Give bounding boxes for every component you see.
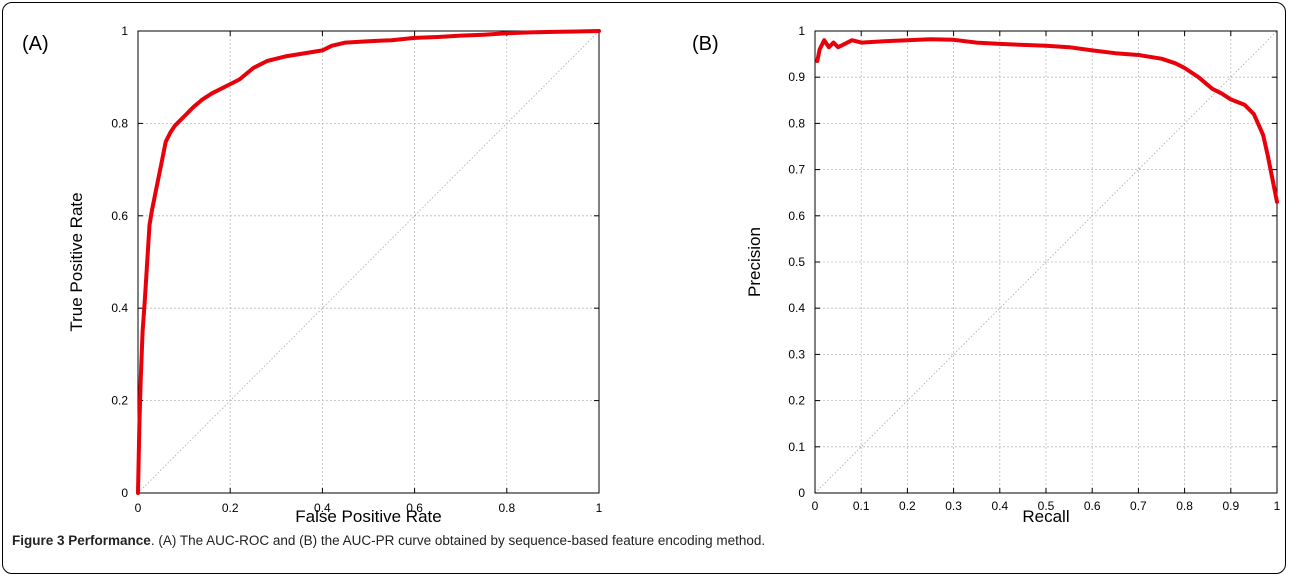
y-tick-label: 0.2 <box>111 394 128 408</box>
x-tick-label: 0.8 <box>498 501 515 515</box>
y-tick-label: 0.6 <box>788 209 805 223</box>
panel-label: (B) <box>692 33 719 55</box>
y-tick-label: 0.5 <box>788 255 805 269</box>
y-tick-label: 0.4 <box>111 301 128 315</box>
x-tick-label: 0.2 <box>222 501 239 515</box>
y-tick-label: 0.2 <box>788 394 805 408</box>
plot-frame <box>137 30 600 494</box>
series-line <box>136 29 601 495</box>
x-tick-label: 0.6 <box>1084 499 1101 513</box>
x-tick-label: 0.2 <box>899 499 916 513</box>
x-tick-label: 0.1 <box>853 499 870 513</box>
x-tick-label: 0.8 <box>1176 499 1193 513</box>
roc-chart: 0 0.2 0.4 0.6 0.8 1 0 0.2 0.4 0.6 0.8 1 False Positi… <box>22 24 603 526</box>
caption-text: . (A) The AUC-ROC and (B) the AUC-PR cur… <box>150 533 766 548</box>
y-tick-label: 0.4 <box>788 301 805 315</box>
y-tick-label: 0.3 <box>788 347 805 361</box>
y-tick-label: 1 <box>798 24 805 38</box>
x-tick-label: 1 <box>1274 499 1281 513</box>
y-tick-label: 1 <box>121 24 128 38</box>
figure-caption: Figure 3 Performance. (A) The AUC-ROC an… <box>12 533 1280 548</box>
x-axis-label: Recall <box>1022 507 1069 526</box>
y-tick-label: 0 <box>121 486 128 500</box>
y-tick-label: 0 <box>798 486 805 500</box>
panel-label: (A) <box>22 33 49 55</box>
y-tick-label: 0.8 <box>111 116 128 130</box>
y-tick-label: 0.8 <box>788 116 805 130</box>
x-tick-label: 0.7 <box>1130 499 1147 513</box>
diagonal-reference-line <box>814 30 1278 494</box>
x-tick-label: 0.9 <box>1222 499 1239 513</box>
x-tick-label: 0.3 <box>945 499 962 513</box>
caption-title: Performance <box>68 533 151 548</box>
x-tick-label: 0.4 <box>314 501 331 515</box>
diagonal-reference-line <box>137 30 600 494</box>
x-tick-label: 0 <box>812 499 819 513</box>
x-tick-label: 0.4 <box>991 499 1008 513</box>
series-line <box>815 37 1279 204</box>
y-axis-label: True Positive Rate <box>67 192 86 331</box>
caption-figure-label: Figure 3 <box>12 533 65 548</box>
pr-chart: 0 0.1 0.2 0.3 0.4 0.5 0.6 0.7 0.8 0.9 1 0 0.1 0.2 0.3 0… <box>692 24 1281 526</box>
x-tick-label: 0.5 <box>1038 499 1055 513</box>
x-tick-label: 0 <box>135 501 142 515</box>
y-tick-label: 0.9 <box>788 70 805 84</box>
x-tick-label: 1 <box>596 501 603 515</box>
y-tick-label: 0.7 <box>788 163 805 177</box>
y-tick-label: 0.1 <box>788 440 805 454</box>
y-axis-label: Precision <box>745 227 764 297</box>
y-tick-label: 0.6 <box>111 209 128 223</box>
x-axis-label: False Positive Rate <box>295 507 441 526</box>
x-tick-label: 0.6 <box>406 501 423 515</box>
